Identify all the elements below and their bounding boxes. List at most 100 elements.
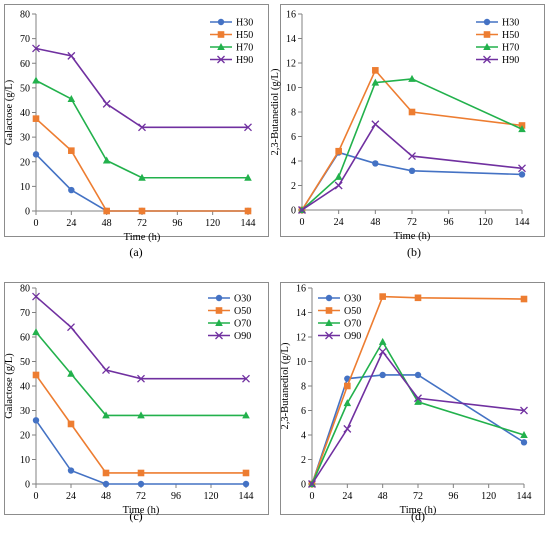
x-tick-label: 96 bbox=[448, 491, 458, 502]
panel-label: (b) bbox=[407, 245, 421, 259]
x-tick-label: 144 bbox=[239, 491, 254, 502]
legend-entry-O70: O70 bbox=[208, 319, 251, 330]
series-line bbox=[311, 374, 525, 485]
y-tick-label: 80 bbox=[20, 10, 30, 21]
y-tick-label: 0 bbox=[25, 207, 30, 218]
y-tick-label: 4 bbox=[301, 431, 306, 442]
y-tick-label: 60 bbox=[20, 333, 30, 344]
legend-marker bbox=[325, 319, 333, 326]
data-point bbox=[102, 469, 110, 477]
series-H50 bbox=[298, 67, 526, 214]
series-line bbox=[301, 123, 523, 211]
legend-label: H90 bbox=[236, 55, 253, 66]
x-tick-label: 48 bbox=[101, 491, 111, 502]
x-tick-label: 144 bbox=[241, 218, 256, 229]
y-tick-label: 70 bbox=[20, 308, 30, 319]
legend-label: O50 bbox=[344, 306, 361, 317]
data-point bbox=[520, 295, 528, 303]
legend-label: O70 bbox=[344, 319, 361, 330]
x-tick-label: 24 bbox=[334, 217, 344, 228]
x-tick-label: 24 bbox=[66, 491, 76, 502]
x-tick-label: 120 bbox=[204, 491, 219, 502]
panel-label: (d) bbox=[411, 509, 425, 523]
x-tick-label: 72 bbox=[136, 491, 146, 502]
y-tick-label: 20 bbox=[20, 431, 30, 442]
legend-label: H70 bbox=[236, 43, 253, 54]
series-line bbox=[35, 374, 246, 474]
x-tick-label: 24 bbox=[66, 218, 76, 229]
chart-panel-3: 0 10 20 30 40 50 60 70 80 0 24 48 72 96 120 144 Time (h)… bbox=[4, 282, 269, 516]
panel-frame bbox=[4, 282, 269, 515]
y-tick-label: 10 bbox=[286, 83, 296, 94]
data-point bbox=[408, 74, 416, 82]
y-tick-label: 8 bbox=[301, 382, 306, 393]
x-tick-label: 96 bbox=[172, 218, 182, 229]
y-tick-label: 80 bbox=[20, 284, 30, 295]
data-point bbox=[379, 293, 386, 300]
legend-entry-O50: O50 bbox=[318, 306, 361, 317]
legend-entry-O30: O30 bbox=[318, 294, 361, 305]
data-point bbox=[32, 151, 40, 158]
series-O70 bbox=[308, 337, 528, 487]
y-tick-label: 12 bbox=[296, 333, 306, 344]
legend-label: O90 bbox=[234, 331, 251, 342]
data-point bbox=[32, 328, 40, 336]
data-point bbox=[372, 67, 379, 74]
data-point bbox=[408, 108, 416, 116]
data-point bbox=[138, 207, 146, 215]
data-point bbox=[242, 480, 250, 488]
x-tick-label: 48 bbox=[102, 218, 112, 229]
data-point bbox=[244, 123, 252, 132]
data-point bbox=[518, 171, 526, 178]
x-tick-label: 24 bbox=[342, 491, 352, 502]
legend-entry-O90: O90 bbox=[318, 331, 361, 342]
data-point bbox=[137, 374, 145, 383]
x-tick-label: 120 bbox=[205, 218, 220, 229]
y-tick-label: 0 bbox=[301, 480, 306, 491]
panel-frame bbox=[4, 4, 269, 237]
y-tick-label: 20 bbox=[20, 157, 30, 168]
data-point bbox=[408, 167, 416, 174]
series-O30 bbox=[32, 417, 250, 488]
x-tick-label: 144 bbox=[515, 217, 530, 228]
y-tick-label: 14 bbox=[296, 308, 306, 319]
data-point bbox=[67, 51, 76, 60]
legend-entry-H30: H30 bbox=[476, 18, 519, 29]
data-point bbox=[102, 480, 110, 488]
legend-entry-O90: O90 bbox=[208, 331, 251, 342]
y-tick-label: 12 bbox=[286, 59, 296, 70]
legend-entry-O50: O50 bbox=[208, 306, 251, 317]
legend-label: H90 bbox=[502, 55, 519, 66]
y-tick-label: 4 bbox=[291, 157, 296, 168]
data-point bbox=[335, 147, 342, 155]
data-point bbox=[137, 480, 145, 488]
series-line bbox=[35, 331, 246, 417]
legend-marker bbox=[215, 331, 223, 340]
series-line bbox=[35, 295, 246, 380]
data-point bbox=[244, 207, 252, 215]
legend-marker bbox=[325, 307, 333, 314]
legend-label: O90 bbox=[344, 331, 361, 342]
x-tick-label: 0 bbox=[34, 218, 39, 229]
x-axis-label: Time (h) bbox=[124, 232, 161, 243]
data-point bbox=[414, 371, 422, 379]
panel-label: (c) bbox=[129, 509, 142, 523]
y-tick-label: 10 bbox=[20, 182, 30, 193]
data-point bbox=[68, 186, 75, 194]
legend-entry-H30: H30 bbox=[210, 18, 253, 29]
y-tick-label: 50 bbox=[20, 357, 30, 368]
legend-label: H50 bbox=[236, 30, 253, 41]
legend-label: O50 bbox=[234, 306, 251, 317]
series-H90 bbox=[298, 120, 526, 214]
y-tick-label: 0 bbox=[25, 480, 30, 491]
legend-label: H70 bbox=[502, 43, 519, 54]
x-tick-label: 72 bbox=[137, 218, 147, 229]
data-point bbox=[67, 420, 75, 428]
data-point bbox=[102, 411, 110, 419]
data-point bbox=[408, 152, 416, 161]
legend-marker bbox=[483, 55, 491, 64]
legend-entry-H90: H90 bbox=[210, 55, 253, 66]
y-tick-label: 30 bbox=[20, 133, 30, 144]
data-point bbox=[344, 382, 351, 390]
y-tick-label: 0 bbox=[291, 206, 296, 217]
